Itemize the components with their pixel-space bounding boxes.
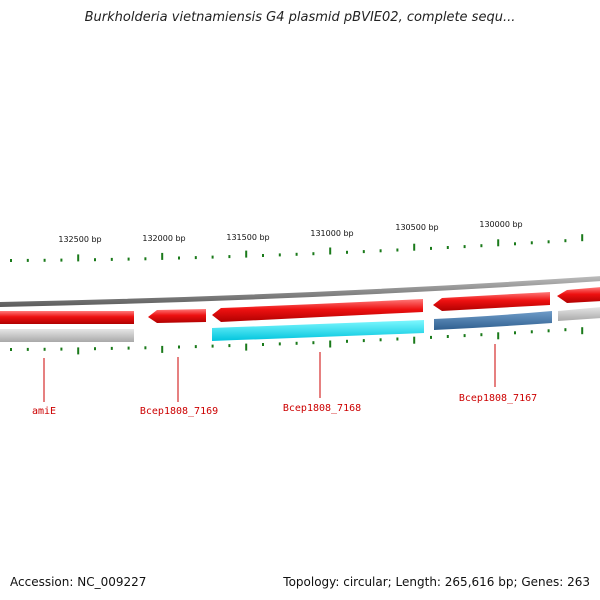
scale-labels: 132500 bp 132000 bp 131500 bp 131000 bp …	[58, 220, 522, 244]
bp-label: 132500 bp	[58, 235, 101, 244]
gene-arrow-bcep1808-7168[interactable]	[212, 299, 423, 322]
gene-labels: amiE Bcep1808_7169 Bcep1808_7168 Bcep180…	[32, 393, 537, 417]
gene-label-amiE[interactable]: amiE	[32, 406, 56, 417]
gene-arrows	[0, 287, 600, 324]
cog-segment	[558, 307, 600, 321]
gene-arrow-bcep1808-7169[interactable]	[148, 309, 206, 323]
gene-arrow-amiE[interactable]	[0, 311, 134, 324]
accession-text: Accession: NC_009227	[10, 575, 147, 589]
scale-ticks	[10, 234, 584, 355]
gene-label-bcep1808-7169[interactable]: Bcep1808_7169	[140, 406, 218, 417]
gene-leaders	[43, 344, 496, 402]
bp-label: 131500 bp	[226, 233, 269, 242]
cog-segment	[434, 311, 552, 330]
bp-label: 130500 bp	[395, 223, 438, 232]
inner-ticks	[10, 327, 584, 355]
cog-segment	[0, 329, 134, 342]
backbone-ring	[0, 276, 600, 307]
gene-label-bcep1808-7168[interactable]: Bcep1808_7168	[283, 403, 361, 414]
gene-label-bcep1808-7167[interactable]: Bcep1808_7167	[459, 393, 537, 404]
gene-arrow-bcep1808-7167[interactable]	[433, 292, 550, 311]
bp-label: 130000 bp	[479, 220, 522, 229]
outer-ticks	[10, 234, 584, 262]
map-title: Burkholderia vietnamiensis G4 plasmid pB…	[84, 10, 516, 25]
cog-ring	[0, 307, 600, 342]
summary-text: Topology: circular; Length: 265,616 bp; …	[283, 575, 590, 589]
bp-label: 132000 bp	[142, 234, 185, 243]
gene-arrow[interactable]	[557, 287, 600, 303]
cog-segment	[212, 320, 424, 341]
bp-label: 131000 bp	[310, 229, 353, 238]
